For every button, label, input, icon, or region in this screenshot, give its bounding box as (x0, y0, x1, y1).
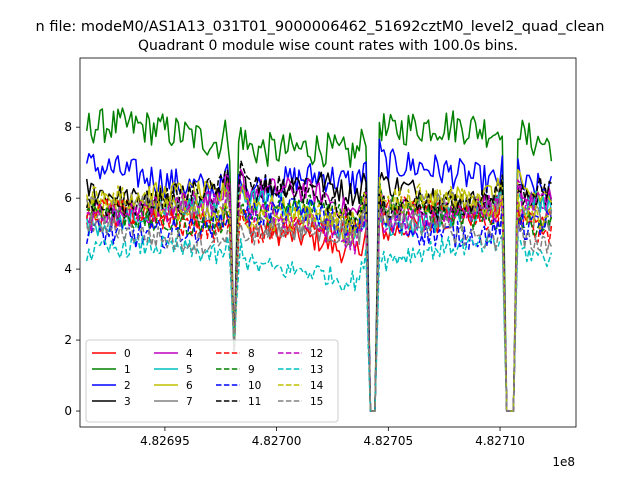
legend-label-0: 0 (124, 348, 131, 360)
legend-label-2: 2 (124, 380, 131, 392)
y-tick-label: 0 (64, 404, 72, 418)
y-tick-label: 2 (64, 333, 72, 347)
y-axis: 0 2 4 6 8 (64, 120, 80, 418)
series-line-15 (86, 208, 553, 412)
legend-label-9: 9 (248, 364, 255, 376)
legend-label-5: 5 (186, 364, 193, 376)
legend-label-13: 13 (310, 364, 323, 376)
legend-box (85, 339, 339, 423)
legend-label-1: 1 (124, 364, 131, 376)
legend-label-3: 3 (124, 396, 131, 408)
chart-title: Quadrant 0 module wise count rates with … (138, 38, 518, 54)
y-tick-label: 6 (64, 191, 72, 205)
y-tick-label: 4 (64, 262, 72, 276)
x-tick-label: 4.82695 (140, 434, 190, 448)
legend-label-12: 12 (310, 348, 323, 360)
series-line-7 (85, 191, 553, 412)
legend-label-15: 15 (310, 396, 323, 408)
plot-area-frame (79, 57, 577, 428)
legend-label-7: 7 (186, 396, 193, 408)
legend-label-4: 4 (186, 348, 193, 360)
x-tick-label: 4.82705 (364, 434, 414, 448)
x-axis: 4.82695 4.82700 4.82705 4.82710 (140, 427, 525, 448)
x-offset-label: 1e8 (552, 455, 575, 469)
series-layer (85, 107, 553, 412)
y-tick-label: 8 (64, 120, 72, 134)
series-line-13 (85, 234, 553, 412)
series-line-1 (85, 107, 553, 412)
legend-label-11: 11 (248, 396, 261, 408)
series-line-9 (86, 180, 553, 412)
x-tick-label: 4.82700 (252, 434, 302, 448)
legend-label-10: 10 (248, 380, 261, 392)
series-line-14 (85, 176, 552, 412)
x-tick-label: 4.82710 (475, 434, 525, 448)
series-line-8 (85, 186, 553, 412)
series-line-2 (85, 138, 553, 412)
legend-label-14: 14 (310, 380, 324, 392)
legend-label-6: 6 (186, 380, 193, 392)
series-line-12 (86, 179, 553, 412)
legend-label-8: 8 (248, 348, 255, 360)
figure-suptitle: n file: modeM0/AS1A13_031T01_9000006462_… (36, 19, 605, 35)
